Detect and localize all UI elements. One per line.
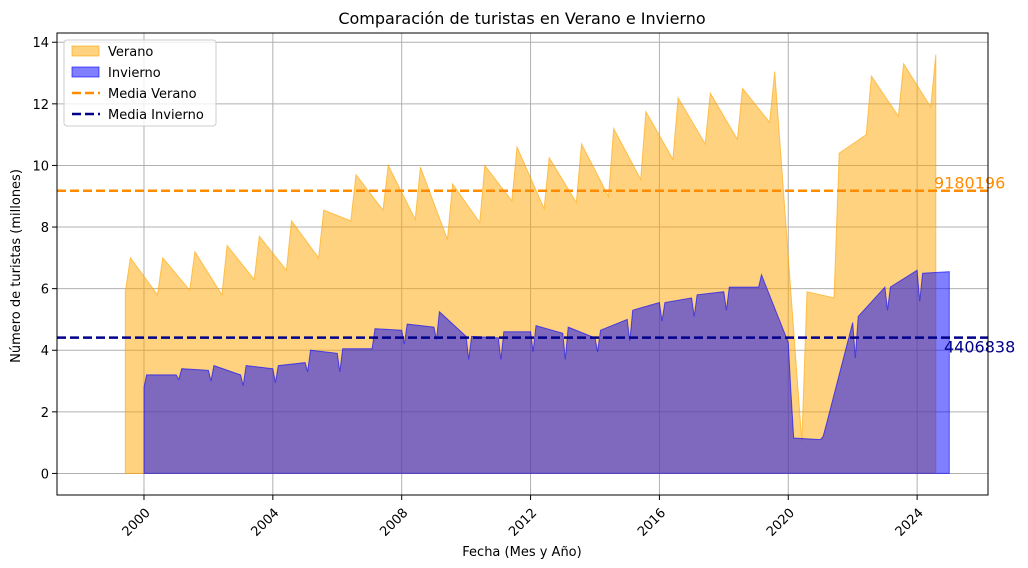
legend-box — [63, 39, 217, 127]
legend-label: Media Invierno — [108, 108, 204, 123]
mean-label: 9180196 — [934, 174, 1005, 193]
area-invierno — [143, 269, 950, 474]
y-tick-label: 2 — [41, 406, 49, 421]
legend-label: Verano — [108, 45, 153, 60]
mean-label: 4406838 — [944, 338, 1015, 357]
y-tick-label: 10 — [32, 159, 49, 174]
y-axis: 0 2 4 6 8 10 12 14 — [32, 36, 57, 482]
y-axis-label: Número de turistas (millones) — [9, 169, 24, 363]
y-tick-label: 12 — [32, 98, 49, 113]
x-axis-label: Fecha (Mes y Año) — [462, 545, 581, 560]
legend-swatch — [71, 45, 100, 57]
y-tick-label: 8 — [41, 221, 49, 236]
y-tick-label: 4 — [41, 344, 49, 359]
area-series — [124, 54, 950, 474]
plot-frame — [56, 32, 989, 496]
legend-swatch — [71, 66, 100, 78]
y-tick-label: 14 — [32, 36, 49, 51]
y-tick-label: 6 — [41, 283, 49, 298]
legend: Verano Invierno Media Verano Media Invierno — [63, 39, 217, 127]
y-tick-label: 0 — [41, 467, 49, 482]
reference-lines: 9180196 4406838 — [57, 174, 1015, 357]
legend-label: Media Verano — [108, 87, 197, 102]
legend-label: Invierno — [108, 66, 161, 81]
plot-area: 9180196 4406838 — [56, 32, 1015, 496]
chart-title: Comparación de turistas en Verano e Invi… — [338, 9, 705, 28]
